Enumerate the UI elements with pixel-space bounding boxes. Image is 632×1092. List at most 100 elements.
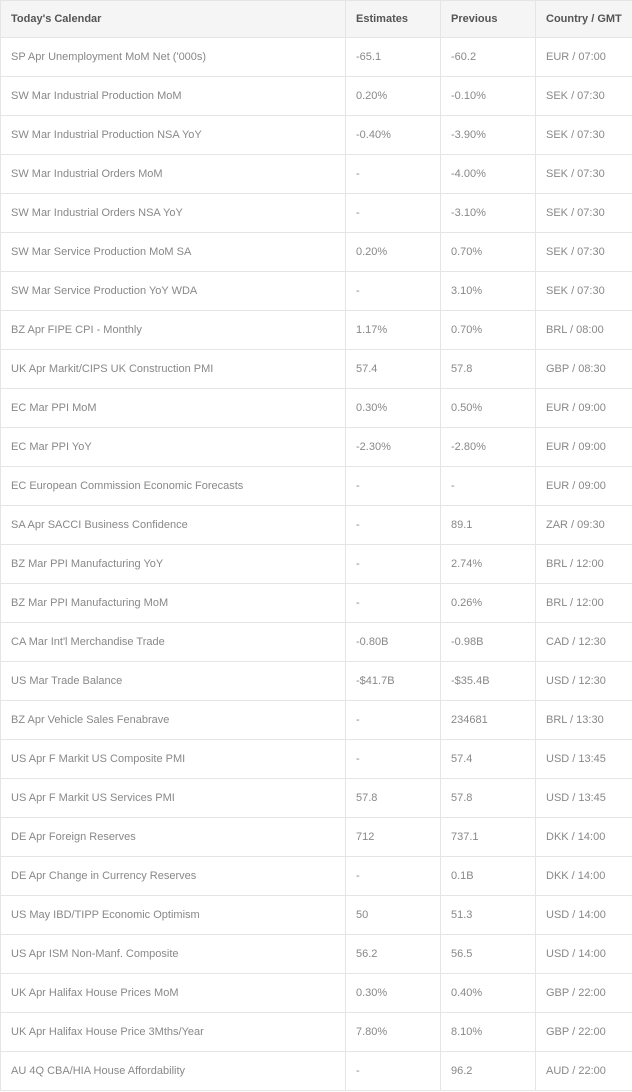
td-country-gmt: CAD / 12:30 bbox=[536, 623, 632, 662]
td-country-gmt: SEK / 07:30 bbox=[536, 116, 632, 155]
td-country-gmt: BRL / 13:30 bbox=[536, 701, 632, 740]
td-estimates: - bbox=[346, 545, 441, 584]
td-event: SW Mar Industrial Production MoM bbox=[1, 77, 346, 116]
td-previous: 8.10% bbox=[441, 1013, 536, 1052]
td-previous: -0.10% bbox=[441, 77, 536, 116]
td-country-gmt: GBP / 22:00 bbox=[536, 974, 632, 1013]
td-country-gmt: SEK / 07:30 bbox=[536, 155, 632, 194]
table-row: SW Mar Industrial Orders NSA YoY--3.10%S… bbox=[1, 194, 632, 233]
td-country-gmt: DKK / 14:00 bbox=[536, 818, 632, 857]
td-estimates: 0.30% bbox=[346, 974, 441, 1013]
table-row: DE Apr Foreign Reserves712737.1DKK / 14:… bbox=[1, 818, 632, 857]
td-previous: -3.10% bbox=[441, 194, 536, 233]
th-previous: Previous bbox=[441, 1, 536, 38]
table-row: US Mar Trade Balance-$41.7B-$35.4BUSD / … bbox=[1, 662, 632, 701]
td-estimates: 50 bbox=[346, 896, 441, 935]
td-previous: 0.50% bbox=[441, 389, 536, 428]
table-row: US Apr F Markit US Services PMI57.857.8U… bbox=[1, 779, 632, 818]
td-estimates: -$41.7B bbox=[346, 662, 441, 701]
td-previous: 2.74% bbox=[441, 545, 536, 584]
td-previous: 0.1B bbox=[441, 857, 536, 896]
td-event: UK Apr Halifax House Prices MoM bbox=[1, 974, 346, 1013]
td-event: US Apr F Markit US Composite PMI bbox=[1, 740, 346, 779]
td-country-gmt: AUD / 22:00 bbox=[536, 1052, 632, 1091]
td-event: BZ Apr FIPE CPI - Monthly bbox=[1, 311, 346, 350]
table-row: US Apr ISM Non-Manf. Composite56.256.5US… bbox=[1, 935, 632, 974]
table-row: DE Apr Change in Currency Reserves-0.1BD… bbox=[1, 857, 632, 896]
td-previous: 0.26% bbox=[441, 584, 536, 623]
table-row: SW Mar Industrial Production MoM0.20%-0.… bbox=[1, 77, 632, 116]
td-country-gmt: USD / 14:00 bbox=[536, 935, 632, 974]
table-row: SW Mar Industrial Orders MoM--4.00%SEK /… bbox=[1, 155, 632, 194]
td-country-gmt: GBP / 08:30 bbox=[536, 350, 632, 389]
td-estimates: 712 bbox=[346, 818, 441, 857]
td-previous: -0.98B bbox=[441, 623, 536, 662]
td-previous: 57.8 bbox=[441, 350, 536, 389]
td-estimates: - bbox=[346, 740, 441, 779]
table-row: SW Mar Service Production YoY WDA-3.10%S… bbox=[1, 272, 632, 311]
table-row: SW Mar Industrial Production NSA YoY-0.4… bbox=[1, 116, 632, 155]
td-previous: 57.8 bbox=[441, 779, 536, 818]
td-previous: 89.1 bbox=[441, 506, 536, 545]
td-previous: -2.80% bbox=[441, 428, 536, 467]
table-row: EC European Commission Economic Forecast… bbox=[1, 467, 632, 506]
table-row: SA Apr SACCI Business Confidence-89.1ZAR… bbox=[1, 506, 632, 545]
table-row: UK Apr Halifax House Prices MoM0.30%0.40… bbox=[1, 974, 632, 1013]
td-previous: 51.3 bbox=[441, 896, 536, 935]
th-country-gmt: Country / GMT bbox=[536, 1, 632, 38]
td-previous: 3.10% bbox=[441, 272, 536, 311]
td-previous: -4.00% bbox=[441, 155, 536, 194]
td-previous: 56.5 bbox=[441, 935, 536, 974]
table-row: BZ Apr Vehicle Sales Fenabrave-234681BRL… bbox=[1, 701, 632, 740]
td-estimates: 0.20% bbox=[346, 233, 441, 272]
td-previous: 96.2 bbox=[441, 1052, 536, 1091]
table-body: SP Apr Unemployment MoM Net ('000s)-65.1… bbox=[1, 38, 632, 1091]
td-event: EC Mar PPI YoY bbox=[1, 428, 346, 467]
td-previous: 0.40% bbox=[441, 974, 536, 1013]
table-row: EC Mar PPI MoM0.30%0.50%EUR / 09:00 bbox=[1, 389, 632, 428]
td-estimates: - bbox=[346, 272, 441, 311]
td-estimates: - bbox=[346, 701, 441, 740]
td-country-gmt: BRL / 12:00 bbox=[536, 545, 632, 584]
td-country-gmt: BRL / 08:00 bbox=[536, 311, 632, 350]
td-event: CA Mar Int'l Merchandise Trade bbox=[1, 623, 346, 662]
td-estimates: - bbox=[346, 1052, 441, 1091]
th-calendar: Today's Calendar bbox=[1, 1, 346, 38]
td-event: SW Mar Industrial Production NSA YoY bbox=[1, 116, 346, 155]
td-country-gmt: USD / 13:45 bbox=[536, 779, 632, 818]
table-row: UK Apr Markit/CIPS UK Construction PMI57… bbox=[1, 350, 632, 389]
td-event: SW Mar Service Production YoY WDA bbox=[1, 272, 346, 311]
td-country-gmt: SEK / 07:30 bbox=[536, 233, 632, 272]
td-country-gmt: GBP / 22:00 bbox=[536, 1013, 632, 1052]
td-previous: - bbox=[441, 467, 536, 506]
td-event: BZ Apr Vehicle Sales Fenabrave bbox=[1, 701, 346, 740]
td-estimates: 7.80% bbox=[346, 1013, 441, 1052]
td-event: SP Apr Unemployment MoM Net ('000s) bbox=[1, 38, 346, 77]
td-country-gmt: ZAR / 09:30 bbox=[536, 506, 632, 545]
table-row: US Apr F Markit US Composite PMI-57.4USD… bbox=[1, 740, 632, 779]
td-estimates: -65.1 bbox=[346, 38, 441, 77]
td-event: BZ Mar PPI Manufacturing MoM bbox=[1, 584, 346, 623]
table-row: AU 4Q CBA/HIA House Affordability-96.2AU… bbox=[1, 1052, 632, 1091]
td-estimates: - bbox=[346, 155, 441, 194]
td-event: US Apr F Markit US Services PMI bbox=[1, 779, 346, 818]
td-estimates: 56.2 bbox=[346, 935, 441, 974]
td-previous: 57.4 bbox=[441, 740, 536, 779]
td-estimates: -0.80B bbox=[346, 623, 441, 662]
table-header-row: Today's Calendar Estimates Previous Coun… bbox=[1, 1, 632, 38]
td-estimates: 57.4 bbox=[346, 350, 441, 389]
td-event: SA Apr SACCI Business Confidence bbox=[1, 506, 346, 545]
td-estimates: 0.20% bbox=[346, 77, 441, 116]
td-estimates: 57.8 bbox=[346, 779, 441, 818]
td-event: BZ Mar PPI Manufacturing YoY bbox=[1, 545, 346, 584]
td-event: SW Mar Service Production MoM SA bbox=[1, 233, 346, 272]
td-event: EC European Commission Economic Forecast… bbox=[1, 467, 346, 506]
table-row: BZ Mar PPI Manufacturing MoM-0.26%BRL / … bbox=[1, 584, 632, 623]
td-country-gmt: DKK / 14:00 bbox=[536, 857, 632, 896]
th-estimates: Estimates bbox=[346, 1, 441, 38]
td-estimates: - bbox=[346, 857, 441, 896]
td-event: US May IBD/TIPP Economic Optimism bbox=[1, 896, 346, 935]
td-estimates: - bbox=[346, 467, 441, 506]
td-country-gmt: SEK / 07:30 bbox=[536, 194, 632, 233]
td-previous: 234681 bbox=[441, 701, 536, 740]
